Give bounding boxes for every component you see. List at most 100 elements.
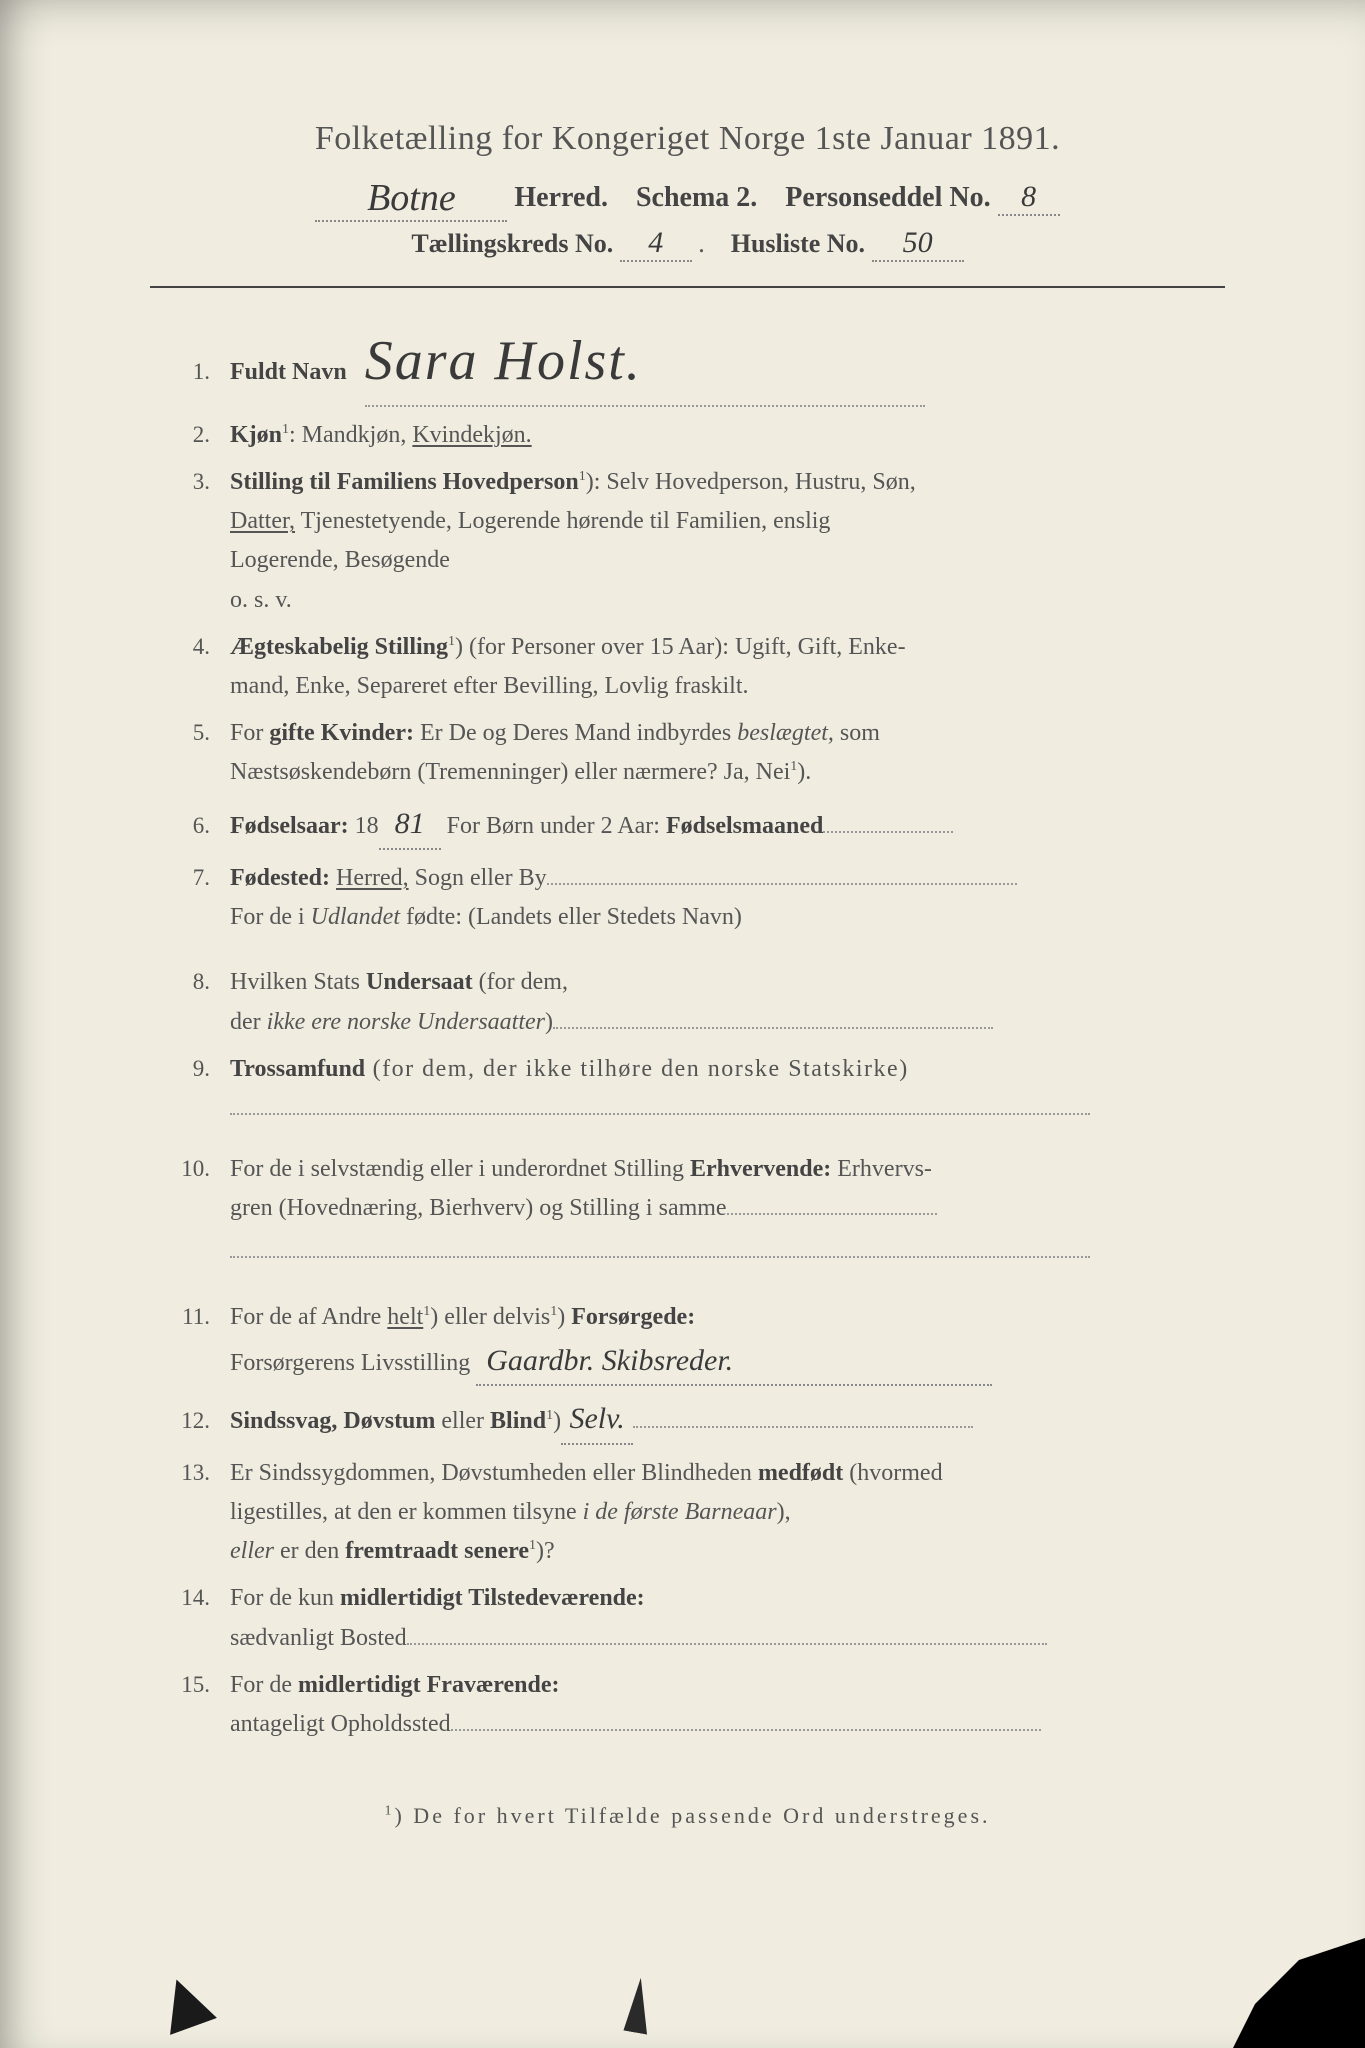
r7-line2-rest: fødte: (Landets eller Stedets Navn) bbox=[400, 904, 742, 930]
row-num-9: 9. bbox=[150, 1051, 230, 1087]
row-6: 6. Fødselsaar: 1881 For Børn under 2 Aar… bbox=[150, 801, 1225, 850]
sex-underlined: Kvindekjøn. bbox=[412, 422, 531, 448]
marital-label: Ægteskabelig Stilling bbox=[230, 634, 448, 660]
r13-text1: Er Sindssygdommen, Døvstumheden eller Bl… bbox=[230, 1460, 758, 1486]
marital-sup: 1 bbox=[448, 634, 455, 649]
occupation-field1 bbox=[727, 1213, 937, 1215]
r6-text1: For Børn under 2 Aar: bbox=[447, 813, 666, 839]
relation-sup: 1 bbox=[579, 469, 586, 484]
r13-text2: (hvormed bbox=[843, 1460, 942, 1486]
birthmonth-field bbox=[823, 831, 953, 833]
row-2: 2. Kjøn1: Mandkjøn, Kvindekjøn. bbox=[150, 417, 1225, 454]
title: Folketælling for Kongeriget Norge 1ste J… bbox=[150, 120, 1225, 158]
r11-pre: For de af Andre bbox=[230, 1304, 387, 1330]
r11-mid2: ) bbox=[557, 1304, 571, 1330]
row-10: 10. For de i selvstændig eller i underor… bbox=[150, 1151, 1225, 1188]
r14-line2: sædvanligt Bosted bbox=[230, 1625, 407, 1651]
row-3: 3. Stilling til Familiens Hovedperson1):… bbox=[150, 464, 1225, 501]
later-label: fremtraadt senere bbox=[345, 1538, 529, 1564]
disability-value: Selv. bbox=[561, 1396, 633, 1445]
row-num-6: 6. bbox=[150, 808, 230, 844]
congenital-label: medfødt bbox=[758, 1460, 843, 1486]
row-9-cont bbox=[150, 1090, 1225, 1127]
row-7: 7. Fødested: Herred, Sogn eller By bbox=[150, 860, 1225, 897]
r10-text2: Erhvervs- bbox=[831, 1156, 932, 1182]
row-5-cont: Næstsøskendebørn (Tremenninger) eller næ… bbox=[150, 754, 1225, 791]
r13-italic2: eller bbox=[230, 1538, 274, 1564]
page-damage-mid bbox=[616, 1975, 665, 2036]
r14-pre: For de kun bbox=[230, 1585, 340, 1611]
birthmonth-label: Fødselsmaaned bbox=[666, 813, 823, 839]
row-num-5: 5. bbox=[150, 715, 230, 751]
footnote-text: ) De for hvert Tilfælde passende Ord und… bbox=[394, 1803, 990, 1828]
husliste-label: Husliste No. bbox=[731, 229, 865, 258]
birthyear-value: 81 bbox=[379, 801, 441, 850]
page-damage-corner bbox=[1145, 1938, 1365, 2048]
fullname-value: Sara Holst. bbox=[365, 318, 925, 407]
r11-u1: helt bbox=[387, 1304, 423, 1330]
header-line-3: Tællingskreds No. 4 . Husliste No. 50 bbox=[150, 226, 1225, 262]
census-form-page: Folketælling for Kongeriget Norge 1ste J… bbox=[0, 0, 1365, 2048]
r13-line2-rest: ), bbox=[777, 1499, 791, 1525]
r12-text1: eller bbox=[435, 1408, 490, 1434]
row-num-12: 12. bbox=[150, 1403, 230, 1439]
r8-italic: ikke ere norske Undersaatter bbox=[267, 1009, 545, 1035]
row-num-2: 2. bbox=[150, 417, 230, 453]
r7-underlined: Herred, bbox=[336, 865, 409, 891]
row-4: 4. Ægteskabelig Stilling1) (for Personer… bbox=[150, 629, 1225, 666]
row-10-cont1: gren (Hovednæring, Bierhverv) og Stillin… bbox=[150, 1190, 1225, 1227]
row-8-cont: der ikke ere norske Undersaatter) bbox=[150, 1004, 1225, 1041]
r11-line2-label: Forsørgerens Livsstilling bbox=[230, 1350, 470, 1376]
row-5: 5. For gifte Kvinder: Er De og Deres Man… bbox=[150, 715, 1225, 752]
row-3-cont3: o. s. v. bbox=[150, 582, 1225, 619]
sex-text: : Mandkjøn, bbox=[289, 422, 412, 448]
r5-line2: Næstsøskendebørn (Tremenninger) eller næ… bbox=[230, 759, 790, 785]
fullname-label: Fuldt Navn bbox=[230, 359, 347, 385]
sex-label: Kjøn bbox=[230, 422, 282, 448]
personseddel-no: 8 bbox=[998, 180, 1060, 216]
herred-value: Botne bbox=[315, 176, 507, 222]
r13-line2-pre: ligestilles, at den er kommen tilsyne bbox=[230, 1499, 583, 1525]
disability-label1: Sindssvag, Døvstum bbox=[230, 1408, 435, 1434]
r5-end: ). bbox=[797, 759, 811, 785]
row-num-15: 15. bbox=[150, 1667, 230, 1703]
r10-line2: gren (Hovednæring, Bierhverv) og Stillin… bbox=[230, 1195, 727, 1221]
relation-underlined: Datter, bbox=[230, 508, 295, 534]
kreds-label: Tællingskreds No. bbox=[411, 229, 613, 258]
relation-line2-rest: Tjenestetyende, Logerende hørende til Fa… bbox=[295, 508, 830, 534]
schema-label: Schema 2. bbox=[636, 182, 757, 213]
supported-label: Forsørgede: bbox=[571, 1304, 695, 1330]
row-num-4: 4. bbox=[150, 629, 230, 665]
birthplace-field bbox=[547, 883, 1017, 885]
r15-pre: For de bbox=[230, 1672, 298, 1698]
r5-text1: Er De og Deres Mand indbyrdes bbox=[414, 720, 737, 746]
husliste-no: 50 bbox=[872, 226, 964, 262]
r12-text2: ) bbox=[553, 1408, 561, 1434]
page-damage-left bbox=[153, 1971, 217, 2035]
r13-italic1: i de første Barneaar bbox=[583, 1499, 777, 1525]
disability-label2: Blind bbox=[490, 1408, 546, 1434]
row-num-11: 11. bbox=[150, 1299, 230, 1335]
herred-label: Herred. bbox=[514, 182, 608, 213]
row-num-13: 13. bbox=[150, 1455, 230, 1491]
marital-text1: (for Personer over 15 Aar): Ugift, Gift,… bbox=[463, 634, 906, 660]
divider bbox=[150, 286, 1225, 288]
religion-field bbox=[230, 1113, 1090, 1115]
row-num-3: 3. bbox=[150, 464, 230, 500]
row-13-cont1: ligestilles, at den er kommen tilsyne i … bbox=[150, 1494, 1225, 1531]
row-11: 11. For de af Andre helt1) eller delvis1… bbox=[150, 1299, 1225, 1336]
row-num-14: 14. bbox=[150, 1580, 230, 1616]
row-9: 9. Trossamfund (for dem, der ikke tilhør… bbox=[150, 1051, 1225, 1088]
r11-mid: ) eller delvis bbox=[430, 1304, 550, 1330]
row-num-1: 1. bbox=[150, 354, 230, 390]
row-num-10: 10. bbox=[150, 1151, 230, 1187]
relation-text1: : Selv Hovedperson, Hustru, Søn, bbox=[594, 469, 916, 495]
birthplace-label: Fødested: bbox=[230, 865, 330, 891]
disability-rest bbox=[633, 1426, 973, 1428]
row-num-8: 8. bbox=[150, 964, 230, 1000]
birthyear-label: Fødselsaar: bbox=[230, 813, 349, 839]
r8-text2: (for dem, bbox=[473, 969, 568, 995]
r5-pre: For bbox=[230, 720, 269, 746]
r8-text1: Hvilken Stats bbox=[230, 969, 366, 995]
temporary-absent-label: midlertidigt Fraværende: bbox=[298, 1672, 560, 1698]
